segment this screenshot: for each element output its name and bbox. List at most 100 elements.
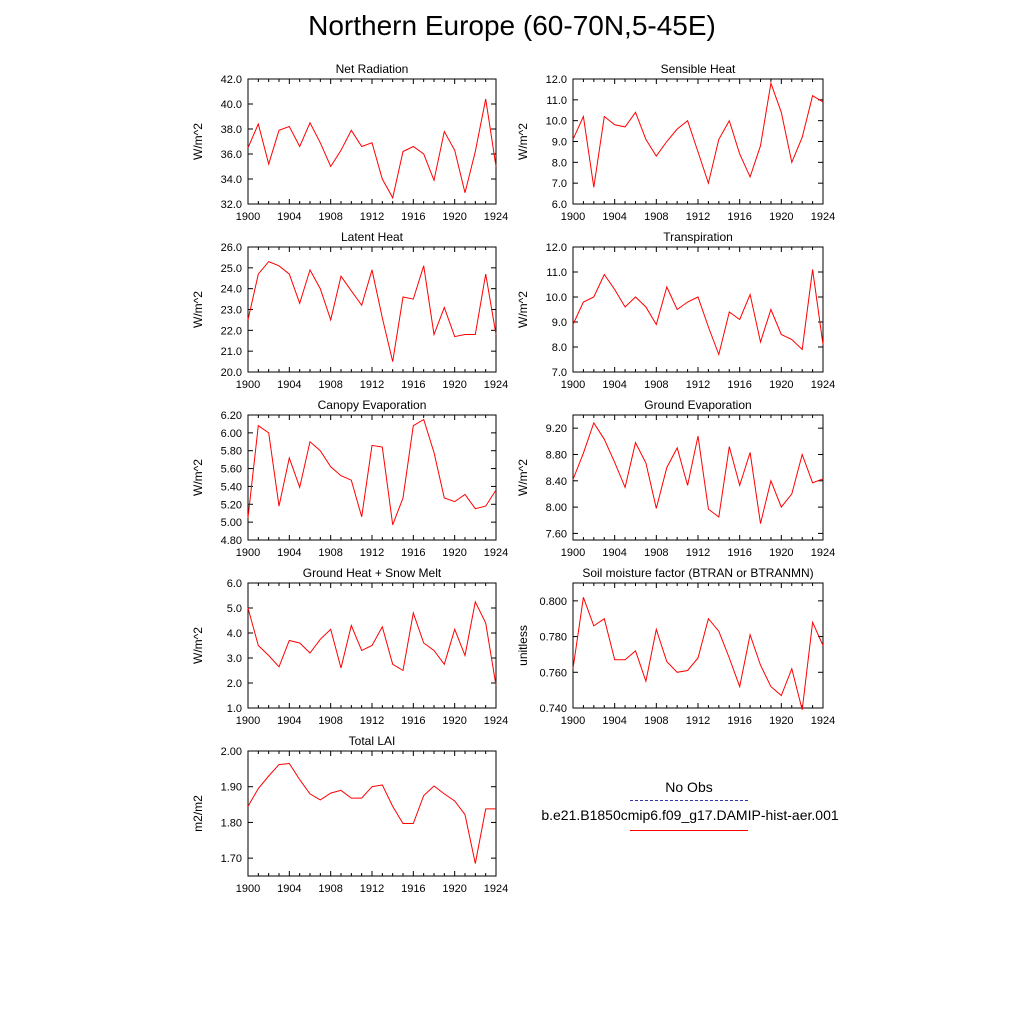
x-tick-label: 1900	[236, 547, 260, 559]
y-tick-label: 0.740	[539, 703, 567, 715]
y-tick-label: 11.0	[546, 267, 567, 279]
x-tick-label: 1904	[602, 379, 626, 391]
x-tick-label: 1908	[318, 547, 342, 559]
series-line	[247, 762, 496, 864]
y-tick-label: 3.0	[227, 653, 242, 665]
y-tick-label: 0.800	[539, 596, 567, 608]
series-line	[572, 597, 824, 710]
x-tick-label: 1924	[484, 715, 508, 727]
chart-panel-6: Ground Evaporation W/m^2 1900 1904 1908 1912 1…	[516, 398, 835, 559]
legend-model-line	[630, 830, 748, 831]
y-tick-label: 22.0	[221, 325, 242, 337]
y-tick-label: 9.0	[552, 317, 567, 329]
y-tick-label: 1.0	[227, 703, 242, 715]
x-tick-label: 1920	[769, 211, 793, 223]
x-tick-label: 1920	[769, 547, 793, 559]
chart-panel-7: Ground Heat + Snow Melt W/m^2 1900 1904 1908…	[191, 566, 508, 727]
x-tick-label: 1908	[644, 715, 668, 727]
chart-panel-4: Transpiration W/m^2 1900 1904 1908 1912 1916 19…	[516, 230, 835, 391]
x-tick-label: 1920	[769, 715, 793, 727]
plot-frame	[572, 414, 824, 541]
series-line	[247, 260, 497, 362]
y-tick-label: 34.0	[221, 174, 242, 186]
y-axis-label: W/m^2	[191, 123, 205, 160]
x-tick-label: 1912	[360, 715, 384, 727]
y-tick-label: 7.60	[546, 528, 567, 540]
x-tick-label: 1912	[360, 379, 384, 391]
legend-obs-line	[630, 800, 748, 801]
y-tick-label: 36.0	[221, 149, 242, 161]
series-line	[572, 81, 824, 188]
y-tick-label: 20.0	[221, 367, 242, 379]
y-tick-label: 24.0	[221, 284, 242, 296]
y-tick-label: 8.00	[546, 502, 567, 514]
x-tick-label: 1900	[236, 379, 260, 391]
y-tick-label: 7.0	[552, 178, 567, 190]
y-axis-label: W/m^2	[516, 123, 530, 160]
chart-panel-9: Total LAI m2/m2 1900 1904 1908 1912 1916 1920 19…	[191, 734, 508, 895]
chart-panel-8: Soil moisture factor (BTRAN or BTRANMN) u…	[516, 566, 835, 727]
panel-title: Soil moisture factor (BTRAN or BTRANMN)	[582, 566, 813, 580]
x-tick-label: 1924	[484, 379, 508, 391]
x-tick-label: 1904	[277, 379, 301, 391]
plot-frame	[247, 750, 497, 877]
series-line	[572, 421, 824, 524]
plot-frame	[572, 78, 824, 205]
y-tick-label: 5.0	[227, 603, 242, 615]
panel-title: Total LAI	[349, 734, 396, 748]
x-tick-label: 1920	[442, 379, 466, 391]
y-axis-label: unitless	[516, 625, 530, 666]
y-axis-label: W/m^2	[191, 459, 205, 496]
y-axis-label: W/m^2	[516, 291, 530, 328]
y-tick-label: 4.80	[221, 535, 242, 547]
x-tick-label: 1900	[561, 379, 585, 391]
x-tick-label: 1904	[602, 211, 626, 223]
x-tick-label: 1912	[360, 211, 384, 223]
series-line	[247, 600, 497, 686]
y-tick-label: 6.20	[221, 410, 242, 422]
x-tick-label: 1904	[277, 883, 301, 895]
y-tick-label: 2.00	[221, 746, 242, 758]
plot-frame	[247, 78, 497, 205]
x-tick-label: 1904	[277, 211, 301, 223]
y-tick-label: 8.0	[552, 157, 567, 169]
panel-title: Sensible Heat	[661, 62, 736, 76]
x-tick-label: 1912	[686, 379, 710, 391]
x-tick-label: 1900	[236, 883, 260, 895]
x-tick-label: 1916	[727, 379, 751, 391]
plot-frame	[572, 246, 824, 373]
y-tick-label: 40.0	[221, 99, 242, 111]
x-tick-label: 1912	[686, 211, 710, 223]
series-line	[247, 98, 497, 200]
y-tick-label: 1.70	[221, 853, 242, 865]
x-tick-label: 1908	[644, 379, 668, 391]
panel-title: Transpiration	[663, 230, 733, 244]
x-tick-label: 1920	[442, 883, 466, 895]
y-tick-label: 10.0	[546, 292, 567, 304]
x-tick-label: 1908	[318, 883, 342, 895]
x-tick-label: 1924	[811, 379, 835, 391]
y-tick-label: 5.60	[221, 464, 242, 476]
y-axis-label: W/m^2	[191, 627, 205, 664]
y-tick-label: 12.0	[546, 74, 567, 86]
y-tick-label: 4.0	[227, 628, 242, 640]
x-tick-label: 1912	[360, 883, 384, 895]
y-axis-label: W/m^2	[191, 291, 205, 328]
x-tick-label: 1916	[727, 211, 751, 223]
page-title: Northern Europe (60-70N,5-45E)	[308, 10, 716, 41]
y-tick-label: 12.0	[546, 242, 567, 254]
y-tick-label: 25.0	[221, 263, 242, 275]
x-tick-label: 1924	[484, 547, 508, 559]
y-tick-label: 9.20	[546, 423, 567, 435]
y-tick-label: 10.0	[546, 116, 567, 128]
y-tick-label: 1.90	[221, 782, 242, 794]
y-tick-label: 38.0	[221, 124, 242, 136]
y-tick-label: 8.40	[546, 476, 567, 488]
y-tick-label: 6.00	[221, 428, 242, 440]
x-tick-label: 1908	[318, 211, 342, 223]
legend-model-label: b.e21.B1850cmip6.f09_g17.DAMIP-hist-aer.…	[541, 807, 839, 823]
series-line	[247, 418, 497, 525]
y-axis-label: m2/m2	[191, 795, 205, 832]
x-tick-label: 1900	[561, 547, 585, 559]
